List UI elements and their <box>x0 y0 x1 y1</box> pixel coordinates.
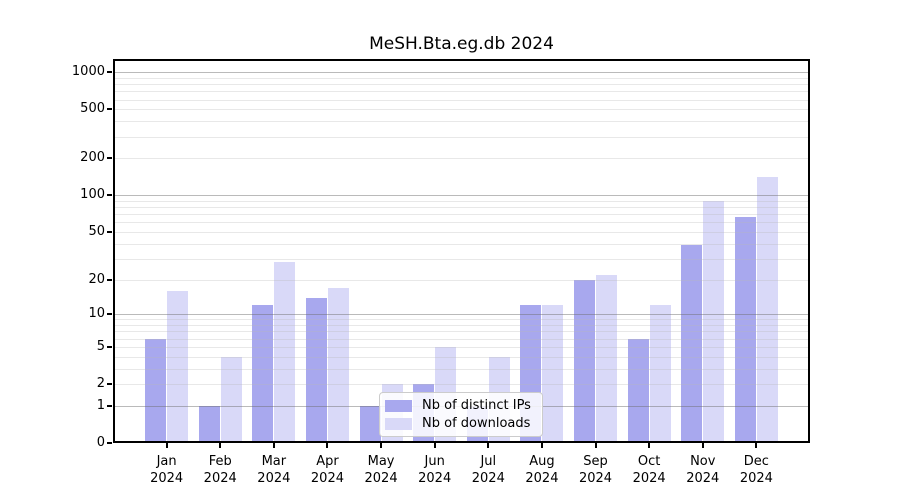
y-tick-label: 100 <box>80 187 105 203</box>
bar-mar-series1 <box>274 262 296 443</box>
bar-dec-series0 <box>734 216 756 443</box>
x-tick-year: 2024 <box>525 471 559 486</box>
y-tick-mark <box>107 71 112 74</box>
x-tick-label: Dec 2024 <box>714 453 798 487</box>
x-tick-label: Mar 2024 <box>232 453 316 487</box>
bar-mar-series0 <box>252 305 274 443</box>
y-tick-mark <box>107 194 112 197</box>
y-tick-mark <box>107 278 112 281</box>
y-tick-label: 50 <box>88 223 105 239</box>
x-tick-mark <box>272 443 275 448</box>
x-tick-mark <box>165 443 168 448</box>
y-tick-label: 0 <box>96 435 105 450</box>
bar-feb-series1 <box>220 356 242 443</box>
x-tick-year: 2024 <box>150 471 184 486</box>
legend-swatch <box>385 399 412 412</box>
x-tick-label: Oct 2024 <box>607 453 691 487</box>
bar-oct-series1 <box>649 305 671 443</box>
y-tick-mark <box>107 442 112 444</box>
chart-title: MeSH.Bta.eg.db 2024 <box>369 34 554 54</box>
legend: Nb of distinct IPs Nb of downloads <box>379 392 543 437</box>
bar-sep-series1 <box>596 274 618 443</box>
legend-label: Nb of distinct IPs <box>422 398 531 413</box>
legend-swatch <box>385 417 412 430</box>
legend-item: Nb of distinct IPs <box>385 398 536 413</box>
x-tick-year: 2024 <box>578 471 613 486</box>
bar-aug-series1 <box>542 305 564 443</box>
x-tick-mark <box>701 443 704 448</box>
x-tick-label: Sep 2024 <box>554 453 638 487</box>
y-tick-label: 20 <box>88 271 105 287</box>
x-tick-month: Aug <box>529 454 555 469</box>
bar-apr-series1 <box>327 287 349 443</box>
bar-apr-series0 <box>305 297 327 443</box>
x-tick-month: Dec <box>743 454 769 469</box>
legend-label: Nb of downloads <box>422 416 531 431</box>
x-tick-month: Sep <box>583 454 608 469</box>
x-tick-mark <box>380 443 383 448</box>
x-tick-year: 2024 <box>739 471 773 486</box>
x-tick-label: Jun 2024 <box>393 453 477 487</box>
x-tick-month: Jun <box>424 454 445 469</box>
bar-oct-series0 <box>627 338 649 443</box>
y-tick-mark <box>107 108 112 111</box>
y-tick-label: 1 <box>96 397 105 413</box>
x-tick-year: 2024 <box>686 471 720 486</box>
y-tick-mark <box>107 313 112 316</box>
x-tick-year: 2024 <box>257 471 291 486</box>
x-tick-year: 2024 <box>310 471 344 486</box>
x-tick-month: Oct <box>637 454 661 469</box>
x-tick-mark <box>219 443 222 448</box>
x-tick-month: Feb <box>208 454 232 469</box>
y-tick-mark <box>107 230 112 233</box>
y-tick-mark <box>107 157 112 160</box>
bar-sep-series0 <box>574 279 596 443</box>
x-tick-mark <box>594 443 597 448</box>
x-tick-label: Apr 2024 <box>285 453 369 487</box>
x-tick-label: Jul 2024 <box>446 453 530 487</box>
bar-dec-series1 <box>756 177 778 443</box>
x-tick-mark <box>487 443 490 448</box>
x-tick-year: 2024 <box>471 471 505 486</box>
x-tick-month: May <box>367 454 395 469</box>
legend-item: Nb of downloads <box>385 416 536 431</box>
x-tick-label: Jan 2024 <box>125 453 209 487</box>
bars-layer <box>113 59 810 443</box>
x-tick-label: May 2024 <box>339 453 423 487</box>
y-tick-label: 10 <box>88 306 105 322</box>
x-tick-year: 2024 <box>364 471 398 486</box>
x-tick-year: 2024 <box>418 471 452 486</box>
bar-jan-series1 <box>167 291 189 443</box>
x-tick-mark <box>648 443 651 448</box>
x-tick-mark <box>755 443 758 448</box>
x-tick-label: Aug 2024 <box>500 453 584 487</box>
x-tick-month: Jul <box>480 454 497 469</box>
bar-may-series0 <box>359 405 381 443</box>
y-tick-label: 500 <box>80 101 105 117</box>
x-tick-year: 2024 <box>632 471 666 486</box>
bar-jan-series0 <box>145 338 167 443</box>
x-tick-month: Apr <box>316 454 339 469</box>
x-tick-year: 2024 <box>203 471 237 486</box>
y-tick-label: 200 <box>80 150 105 166</box>
y-tick-label: 1000 <box>71 64 105 80</box>
bar-nov-series0 <box>681 245 703 443</box>
x-tick-mark <box>326 443 329 448</box>
x-tick-mark <box>540 443 543 448</box>
bar-nov-series1 <box>703 200 725 443</box>
y-tick-mark <box>107 345 112 348</box>
plot-area <box>113 59 810 443</box>
x-tick-month: Mar <box>261 454 287 469</box>
y-tick-mark <box>107 404 112 407</box>
x-tick-month: Jan <box>156 454 177 469</box>
y-tick-label: 5 <box>96 338 105 354</box>
x-tick-mark <box>433 443 436 448</box>
x-tick-month: Nov <box>690 454 716 469</box>
x-tick-label: Feb 2024 <box>178 453 262 487</box>
x-tick-label: Nov 2024 <box>661 453 745 487</box>
bar-feb-series0 <box>198 405 220 443</box>
y-tick-label: 2 <box>96 376 105 392</box>
y-tick-mark <box>107 383 112 386</box>
